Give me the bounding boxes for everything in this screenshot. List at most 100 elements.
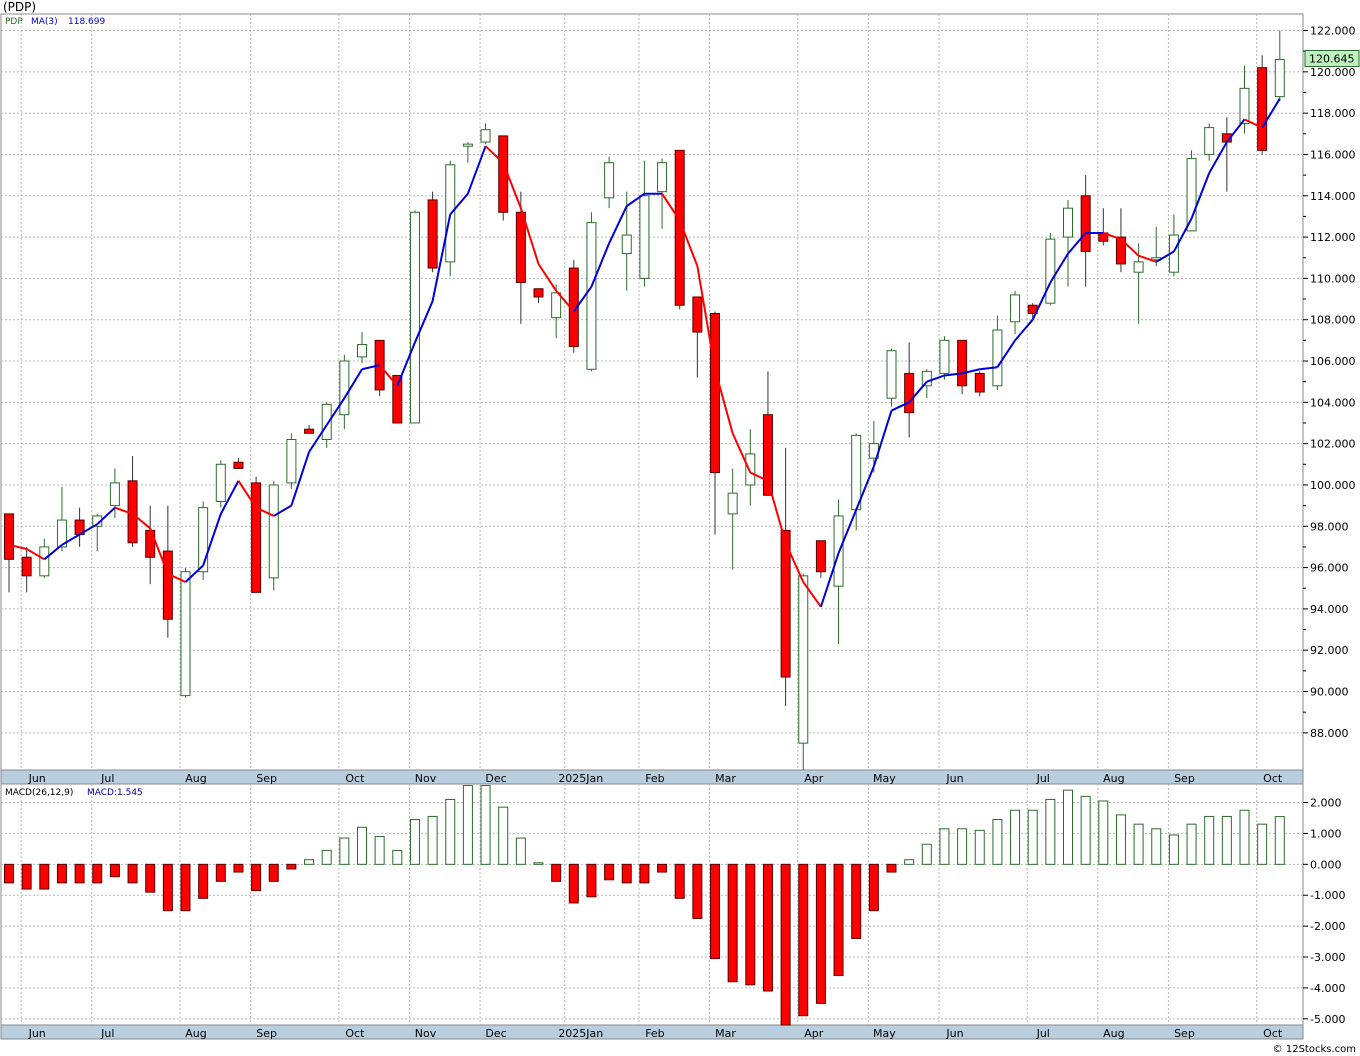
credit-label: © 12Stocks.com — [1272, 1044, 1356, 1055]
price-tick-label: 120.000 — [1310, 66, 1356, 79]
macd-bar — [851, 863, 862, 939]
candle-body — [762, 414, 773, 496]
candle-body — [480, 129, 491, 143]
candle-body — [851, 434, 862, 511]
macd-bar — [921, 843, 932, 865]
price-tick-label: 88.000 — [1310, 727, 1349, 740]
price-month-label: Feb — [645, 772, 664, 785]
macd-bar — [639, 863, 650, 884]
macd-bar — [1115, 814, 1126, 865]
candle-body — [727, 492, 738, 515]
macd-month-label: Oct — [1263, 1027, 1283, 1040]
candle-body — [974, 372, 985, 393]
macd-month-label: Apr — [804, 1027, 824, 1040]
ma3-line-segment — [572, 286, 593, 313]
price-month-label: Jul — [100, 772, 114, 785]
macd-bar — [233, 863, 244, 873]
price-tick-label: 92.000 — [1310, 644, 1349, 657]
macd-tick-label: -1.000 — [1310, 889, 1345, 902]
candle-body — [56, 519, 67, 548]
ma3-line-segment — [855, 465, 875, 511]
ma3-line-segment — [784, 542, 805, 583]
macd-bar — [868, 863, 879, 912]
ma3-line-segment — [361, 364, 380, 371]
macd-bar — [39, 863, 50, 890]
candle-body — [780, 529, 791, 678]
price-tick-label: 108.000 — [1310, 314, 1356, 327]
macd-bar — [180, 863, 191, 912]
ma3-line-segment — [926, 374, 945, 383]
price-month-label: Aug — [185, 772, 206, 785]
ma3-line-segment — [167, 572, 186, 583]
macd-bar — [727, 863, 738, 983]
candle-body — [921, 370, 932, 387]
candle-body — [409, 211, 420, 424]
ma3-line-segment — [661, 193, 681, 222]
price-tick-label: 122.000 — [1310, 25, 1356, 38]
ma3-line-segment — [1190, 172, 1211, 219]
price-tick-label: 94.000 — [1310, 603, 1349, 616]
macd-month-label: Jul — [1036, 1027, 1050, 1040]
ma3-line-segment — [219, 480, 240, 515]
ma3-line-segment — [431, 214, 452, 302]
macd-tick-label: 0.000 — [1310, 858, 1342, 871]
ma3-line-segment — [1031, 282, 1052, 321]
candle-body — [198, 507, 209, 573]
macd-bar — [674, 863, 685, 899]
macd-bar — [74, 863, 85, 884]
candle-body — [39, 546, 50, 577]
price-month-label: Oct — [1263, 772, 1283, 785]
candle-body — [286, 439, 297, 484]
price-tick-label: 104.000 — [1310, 396, 1356, 409]
macd-bar — [692, 863, 703, 919]
macd-month-label: 2025Jan — [558, 1027, 603, 1040]
ma3-line-segment — [1208, 141, 1228, 174]
macd-bar — [92, 863, 103, 884]
macd-bar — [762, 863, 773, 992]
macd-bar — [1027, 809, 1038, 865]
price-month-label: Oct — [345, 772, 365, 785]
macd-month-label: Aug — [185, 1027, 206, 1040]
macd-bar — [992, 819, 1003, 865]
ma3-line-segment — [414, 300, 434, 343]
candle-body — [904, 372, 915, 414]
chart-title: (PDP) — [3, 0, 37, 14]
candle-body — [1257, 67, 1268, 151]
macd-bar — [374, 836, 385, 865]
candle-body — [639, 195, 650, 279]
macd-bar — [1098, 800, 1109, 865]
candle-body — [815, 540, 826, 573]
candle-body — [657, 162, 668, 193]
macd-bar — [215, 863, 226, 882]
macd-bar — [392, 849, 403, 865]
macd-bar — [974, 829, 985, 865]
ma3-line-segment — [996, 339, 1016, 368]
ma3-line-segment — [1226, 118, 1246, 143]
macd-month-label: Dec — [485, 1027, 506, 1040]
ma3-line-segment — [802, 581, 822, 608]
price-tick-label: 96.000 — [1310, 562, 1349, 575]
ma3-line-segment — [343, 368, 363, 399]
macd-bar — [957, 828, 968, 865]
price-tick-label: 98.000 — [1310, 520, 1349, 533]
candle-body — [515, 211, 526, 284]
macd-bar — [815, 863, 826, 1004]
ma3-line-segment — [96, 506, 116, 525]
macd-tick-label: -3.000 — [1310, 951, 1345, 964]
macd-bar — [710, 863, 720, 960]
macd-bar — [1257, 823, 1268, 865]
ma3-line-segment — [273, 504, 292, 517]
price-month-label: Apr — [804, 772, 824, 785]
last-price-label: 120.645 — [1309, 53, 1355, 66]
macd-tick-label: -4.000 — [1310, 982, 1345, 995]
macd-bar — [886, 863, 897, 873]
macd-bar — [1063, 789, 1073, 865]
candle-body — [1274, 58, 1285, 98]
macd-bar — [904, 859, 915, 865]
candle-body — [357, 343, 367, 358]
macd-bar — [480, 785, 491, 865]
ma3-line-segment — [466, 145, 487, 195]
macd-bar — [4, 863, 14, 884]
macd-bar — [498, 806, 509, 865]
price-tick-label: 90.000 — [1310, 686, 1349, 699]
